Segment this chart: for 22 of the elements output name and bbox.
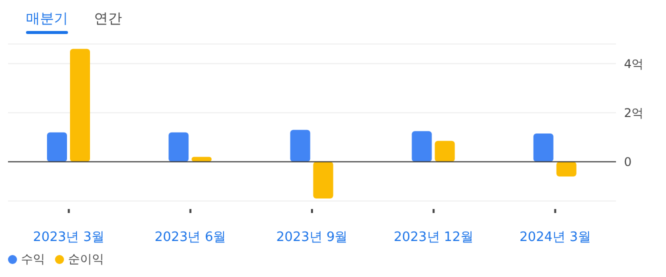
bar	[434, 140, 455, 162]
bar	[533, 134, 554, 162]
legend-label: 순이익	[68, 252, 104, 266]
y-tick-label: 4억	[624, 56, 644, 71]
bar	[168, 132, 189, 162]
bar	[556, 162, 576, 176]
text: 연간	[94, 10, 122, 29]
bar	[192, 156, 212, 162]
x-tick-label: 2023년 9월	[276, 230, 348, 245]
y-tick-label: 2억	[624, 106, 644, 120]
text: 매분기	[26, 10, 68, 29]
x-tick-label: 2023년 6월	[154, 230, 226, 245]
y-tick-label: 0	[624, 155, 632, 170]
x-tick-label: 2024년 3월	[519, 230, 591, 245]
bar	[70, 48, 90, 162]
legend-label: 수익	[21, 252, 45, 266]
bar	[47, 132, 67, 162]
bar	[313, 162, 334, 199]
bar	[290, 130, 310, 162]
x-tick-label: 2023년 3월	[33, 230, 105, 245]
x-tick-label: 2023년 12월	[394, 230, 474, 245]
bar	[412, 131, 432, 162]
